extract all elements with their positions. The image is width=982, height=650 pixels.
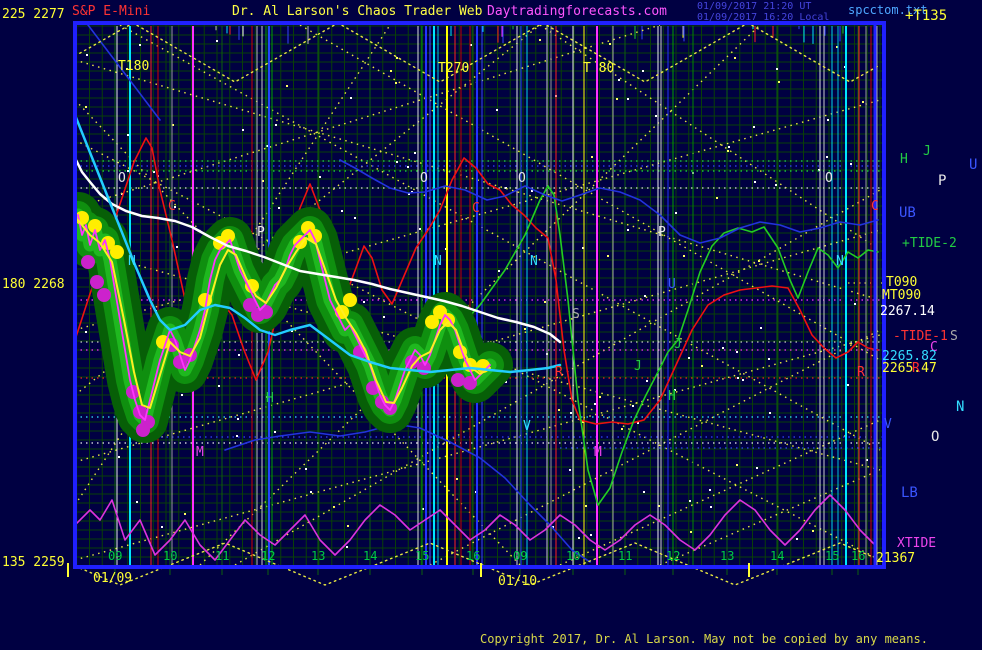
y-axis-label: 135 2259 <box>2 555 65 570</box>
top-annotation: T180 <box>118 59 150 74</box>
planet-glyph-label: C <box>168 199 176 214</box>
right-margin-label: C <box>930 340 938 355</box>
right-margin-label: 2267.14 <box>880 304 935 319</box>
right-margin-label: N <box>956 399 965 415</box>
planet-glyph-label: U <box>668 277 676 292</box>
planet-glyph-label: P <box>658 225 666 240</box>
hour-label: 13 <box>720 549 735 563</box>
hour-label: 15 <box>825 549 840 563</box>
y-axis-label: 180 2268 <box>2 277 65 292</box>
right-margin-label: 21367 <box>876 551 916 566</box>
planet-glyph-label: H <box>266 391 274 406</box>
planet-glyph-label: N <box>530 254 538 269</box>
site-link[interactable]: Daytradingforecasts.com <box>487 4 668 19</box>
right-margin-label: T090 <box>886 275 918 290</box>
planet-glyph-label: N <box>434 254 442 269</box>
hour-label: 09 <box>108 549 123 563</box>
hour-label: 09 <box>513 549 528 563</box>
top-annotation: T 80 <box>583 61 615 76</box>
right-margin-label: UB <box>899 205 916 221</box>
right-margin-label: H <box>900 152 908 167</box>
timestamp-local: 01/09/2017 16:20 Local <box>697 12 830 23</box>
right-margin-label: XTIDE <box>897 536 937 551</box>
right-margin-label: 2265.47 <box>882 361 937 376</box>
hour-label: 16 <box>466 549 481 563</box>
right-margin-label: R <box>912 361 920 376</box>
planet-glyph-label: P <box>257 225 265 240</box>
hour-label: 12 <box>261 549 276 563</box>
planet-glyph-label: M <box>196 445 204 460</box>
planet-glyph-label: O <box>518 171 526 186</box>
planet-glyph-label: N <box>836 254 844 269</box>
date-label-day1: 01/09 <box>93 571 133 586</box>
right-margin-label: P <box>938 173 947 189</box>
hour-label: 16 <box>851 549 866 563</box>
page-title: Dr. Al Larson's Chaos Trader Web <box>232 4 483 19</box>
right-margin-label: 2265.82 <box>882 349 937 364</box>
planet-glyph-label: R <box>857 365 865 380</box>
planet-glyph-label: J <box>634 359 642 374</box>
right-margin-label: -TIDE-1 <box>893 329 948 344</box>
planet-glyph-label: O <box>825 171 833 186</box>
planet-glyph-label: N <box>128 254 136 269</box>
hour-label: 14 <box>363 549 378 563</box>
right-margin-label: O <box>931 429 940 445</box>
planet-glyph-label: M <box>594 445 602 460</box>
ticker-label: S&P E-Mini <box>72 4 151 19</box>
t135-label: +T135 <box>905 8 948 24</box>
hour-label: 11 <box>618 549 633 563</box>
hour-label: 15 <box>415 549 430 563</box>
right-margin-label: +TIDE-2 <box>902 236 957 251</box>
planet-glyph-label: R <box>555 365 563 380</box>
planet-glyph-label: V <box>523 419 531 434</box>
planet-glyph-label: C <box>871 199 879 214</box>
top-annotation: T270 <box>438 61 470 76</box>
right-margin-label: U <box>969 157 978 173</box>
hour-label: 11 <box>215 549 230 563</box>
right-margin-label: V <box>884 417 892 432</box>
planet-glyph-label: O <box>420 171 428 186</box>
hour-label: 12 <box>666 549 681 563</box>
date-label-day2: 01/10 <box>498 574 538 589</box>
data-file-label: spcctom.txt <box>848 3 928 17</box>
right-margin-label: LB <box>901 485 918 501</box>
right-margin-label: MT090 <box>882 288 922 303</box>
planet-glyph-label: C <box>472 201 480 216</box>
planet-glyph-label: O <box>118 171 126 186</box>
timestamp-ut: 01/09/2017 21:20 UT <box>697 1 812 12</box>
hour-label: 13 <box>311 549 326 563</box>
planet-glyph-label: J <box>674 337 682 352</box>
right-margin-label: S <box>950 329 958 344</box>
right-margin-label: J <box>923 144 931 159</box>
copyright-notice: Copyright 2017, Dr. Al Larson. May not b… <box>480 632 928 646</box>
hour-label: 10 <box>566 549 581 563</box>
planet-glyph-label: H <box>668 389 676 404</box>
y-axis-label: 225 2277 <box>2 7 65 22</box>
hour-label: 10 <box>163 549 178 563</box>
planet-glyph-label: S <box>572 307 580 322</box>
hour-label: 14 <box>770 549 785 563</box>
